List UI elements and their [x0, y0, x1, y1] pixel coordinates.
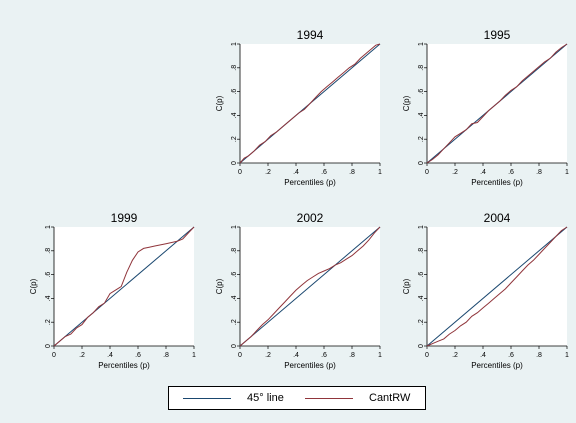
panel-title: 2002: [297, 211, 324, 225]
x-tick-label: .4: [480, 169, 486, 176]
y-tick-label: .6: [231, 89, 238, 95]
x-tick-label: .2: [452, 169, 458, 176]
x-tick-label: .4: [293, 352, 299, 359]
y-tick-label: 1: [45, 225, 52, 229]
x-axis-label: Percentiles (p): [471, 178, 523, 187]
series-45-line: [239, 226, 381, 347]
x-tick-label: .6: [135, 352, 141, 359]
x-tick-label: .2: [452, 352, 458, 359]
y-tick-label: 1: [231, 225, 238, 229]
x-tick-label: 0: [425, 169, 429, 176]
legend-label-cantrw: CantRW: [369, 392, 411, 404]
x-tick-label: .6: [321, 169, 327, 176]
y-tick-label: .8: [231, 65, 238, 71]
y-tick-label: .6: [231, 272, 238, 278]
x-tick-label: .6: [508, 352, 514, 359]
x-axis-label: Percentiles (p): [284, 361, 336, 370]
x-axis-label: Percentiles (p): [98, 361, 150, 370]
series-cantrw: [239, 226, 381, 347]
y-axis-label: C(p): [215, 95, 224, 111]
x-axis-label: Percentiles (p): [471, 361, 523, 370]
y-tick-label: 1: [418, 225, 425, 229]
legend-swatch-45-line: [183, 397, 231, 399]
y-axis-label: C(p): [29, 278, 38, 294]
x-tick-label: .2: [265, 352, 271, 359]
x-tick-label: .8: [349, 169, 355, 176]
x-tick-label: 0: [425, 352, 429, 359]
y-tick-label: .6: [418, 272, 425, 278]
y-tick-label: 0: [231, 161, 238, 165]
series-45-line: [53, 226, 195, 347]
panel-title: 1995: [484, 28, 511, 42]
legend-item-45-line: 45° line: [183, 387, 284, 409]
x-tick-label: .2: [79, 352, 85, 359]
y-tick-label: .4: [231, 295, 238, 301]
x-tick-label: .2: [265, 169, 271, 176]
y-tick-label: .4: [231, 112, 238, 118]
y-axis-label: C(p): [402, 278, 411, 294]
y-tick-label: .8: [231, 248, 238, 254]
x-tick-label: 1: [192, 352, 196, 359]
x-tick-label: .4: [107, 352, 113, 359]
x-tick-label: .8: [536, 352, 542, 359]
series-cantrw: [426, 226, 568, 347]
y-axis-label: C(p): [215, 278, 224, 294]
x-tick-label: .8: [163, 352, 169, 359]
panel-title: 1994: [297, 28, 324, 42]
legend-item-cantrw: CantRW: [305, 387, 410, 409]
y-tick-label: 0: [418, 344, 425, 348]
y-tick-label: .2: [45, 319, 52, 325]
y-tick-label: 0: [231, 344, 238, 348]
series-cantrw: [239, 43, 381, 164]
legend-label-45-line: 45° line: [247, 392, 284, 404]
series-45-line: [426, 226, 568, 347]
y-tick-label: .2: [231, 136, 238, 142]
y-tick-label: .8: [418, 248, 425, 254]
x-tick-label: .4: [293, 169, 299, 176]
x-tick-label: 0: [52, 352, 56, 359]
y-tick-label: .2: [231, 319, 238, 325]
y-tick-label: .8: [45, 248, 52, 254]
y-tick-label: .4: [418, 112, 425, 118]
y-tick-label: .4: [45, 295, 52, 301]
y-tick-label: .8: [418, 65, 425, 71]
y-axis-label: C(p): [402, 95, 411, 111]
x-tick-label: .6: [321, 352, 327, 359]
x-tick-label: .8: [349, 352, 355, 359]
y-tick-label: .2: [418, 136, 425, 142]
x-tick-label: 1: [565, 169, 569, 176]
x-tick-label: 1: [378, 352, 382, 359]
y-tick-label: .4: [418, 295, 425, 301]
x-tick-label: 0: [238, 169, 242, 176]
y-tick-label: 0: [45, 344, 52, 348]
x-tick-label: .4: [480, 352, 486, 359]
y-tick-label: .6: [418, 89, 425, 95]
panel-title: 2004: [484, 211, 511, 225]
series-cantrw: [426, 43, 568, 164]
y-tick-label: 1: [418, 42, 425, 46]
y-tick-label: .2: [418, 319, 425, 325]
x-tick-label: .8: [536, 169, 542, 176]
x-tick-label: 1: [565, 352, 569, 359]
legend-swatch-cantrw: [305, 397, 353, 399]
panel-title: 1999: [111, 211, 138, 225]
y-tick-label: 0: [418, 161, 425, 165]
series-cantrw: [53, 226, 195, 347]
legend: 45° line CantRW: [168, 386, 426, 410]
y-tick-label: 1: [231, 42, 238, 46]
y-tick-label: .6: [45, 272, 52, 278]
x-tick-label: .6: [508, 169, 514, 176]
x-tick-label: 1: [378, 169, 382, 176]
x-axis-label: Percentiles (p): [284, 178, 336, 187]
x-tick-label: 0: [238, 352, 242, 359]
